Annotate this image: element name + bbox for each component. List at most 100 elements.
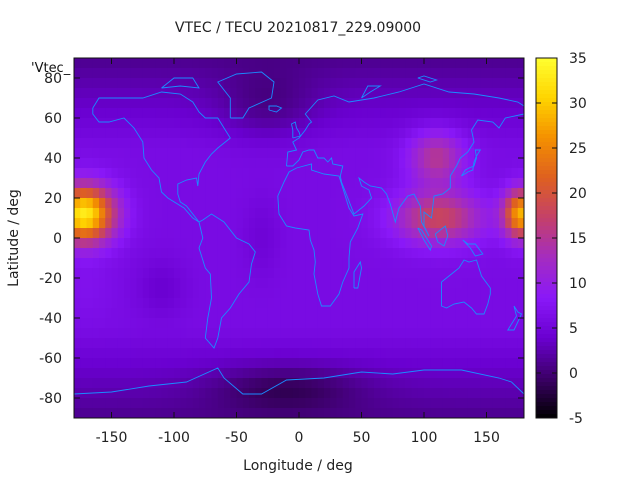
heatmap-cell <box>255 378 262 389</box>
heatmap-cell <box>336 268 344 279</box>
heatmap-cell <box>80 298 87 309</box>
heatmap-cell <box>249 128 256 139</box>
heatmap-cell <box>305 198 312 209</box>
heatmap-cell <box>224 88 231 99</box>
heatmap-cell <box>286 408 294 419</box>
heatmap-cell <box>461 388 469 399</box>
heatmap-cell <box>336 398 344 409</box>
heatmap-cell <box>380 348 387 359</box>
heatmap-cell <box>511 218 519 229</box>
heatmap-cell <box>74 128 81 139</box>
heatmap-cell <box>449 258 456 269</box>
heatmap-cell <box>311 78 319 89</box>
heatmap-cell <box>155 68 162 79</box>
heatmap-cell <box>111 128 119 139</box>
heatmap-cell <box>130 398 137 409</box>
heatmap-cell <box>167 408 175 419</box>
heatmap-cell <box>261 298 269 309</box>
heatmap-cell <box>192 268 200 279</box>
colorbar-cell <box>536 242 557 247</box>
heatmap-cell <box>449 408 456 419</box>
heatmap-cell <box>324 348 331 359</box>
heatmap-cell <box>130 58 137 69</box>
heatmap-cell <box>455 278 462 289</box>
heatmap-cell <box>142 218 150 229</box>
heatmap-cell <box>455 248 462 259</box>
heatmap-cell <box>430 118 437 129</box>
heatmap-cell <box>517 398 525 409</box>
heatmap-cell <box>217 298 225 309</box>
heatmap-cell <box>205 108 212 119</box>
heatmap-cell <box>374 228 381 239</box>
heatmap-cell <box>492 88 500 99</box>
heatmap-cell <box>361 268 369 279</box>
heatmap-cell <box>299 198 306 209</box>
heatmap-cell <box>299 308 306 319</box>
heatmap-cell <box>155 98 162 109</box>
heatmap-cell <box>92 158 100 169</box>
heatmap-cell <box>361 308 369 319</box>
coastline <box>506 305 523 331</box>
heatmap-cell <box>499 298 506 309</box>
heatmap-cell <box>292 378 300 389</box>
heatmap-cell <box>230 238 237 249</box>
heatmap-cell <box>86 398 94 409</box>
heatmap-cell <box>261 368 269 379</box>
heatmap-cell <box>417 258 425 269</box>
heatmap-cell <box>249 358 256 369</box>
heatmap-cell <box>399 178 406 189</box>
heatmap-cell <box>161 288 169 299</box>
heatmap-cell <box>92 108 100 119</box>
colorbar-cell <box>536 414 557 419</box>
heatmap-cell <box>411 88 419 99</box>
colorbar-cell <box>536 342 557 347</box>
heatmap-cell <box>311 368 319 379</box>
heatmap-cell <box>505 268 512 279</box>
heatmap-cell <box>374 198 381 209</box>
colorbar-cell <box>536 278 557 283</box>
heatmap-cell <box>105 308 112 319</box>
heatmap-cell <box>367 368 375 379</box>
heatmap-cell <box>224 368 231 379</box>
heatmap-cell <box>442 188 450 199</box>
heatmap-cell <box>374 238 381 249</box>
heatmap-cell <box>486 78 494 89</box>
heatmap-cell <box>349 108 356 119</box>
heatmap-cell <box>117 178 125 189</box>
heatmap-cell <box>305 208 312 219</box>
heatmap-cell <box>405 268 412 279</box>
heatmap-cell <box>236 118 244 129</box>
heatmap-cell <box>336 408 344 419</box>
heatmap-cell <box>374 338 381 349</box>
heatmap-cell <box>380 288 387 299</box>
heatmap-cell <box>236 328 244 339</box>
heatmap-cell <box>280 218 287 229</box>
heatmap-cell <box>511 368 519 379</box>
heatmap-cell <box>386 368 394 379</box>
heatmap-cell <box>142 298 150 309</box>
heatmap-cell <box>330 278 337 289</box>
heatmap-cell <box>361 98 369 109</box>
heatmap-cell <box>330 168 337 179</box>
heatmap-cell <box>236 248 244 259</box>
heatmap-cell <box>111 368 119 379</box>
heatmap-cell <box>342 268 350 279</box>
heatmap-cell <box>255 188 262 199</box>
heatmap-cell <box>405 158 412 169</box>
heatmap-cell <box>342 388 350 399</box>
heatmap-cell <box>355 308 362 319</box>
heatmap-cell <box>311 378 319 389</box>
heatmap-cell <box>192 248 200 259</box>
heatmap-cell <box>511 178 519 189</box>
heatmap-cell <box>361 338 369 349</box>
heatmap-cell <box>386 88 394 99</box>
heatmap-cell <box>430 268 437 279</box>
heatmap-cell <box>105 118 112 129</box>
heatmap-cell <box>267 168 275 179</box>
heatmap-cell <box>255 158 262 169</box>
heatmap-cell <box>405 138 412 149</box>
heatmap-cell <box>461 128 469 139</box>
heatmap-cell <box>455 288 462 299</box>
colorbar-cell <box>536 298 557 303</box>
heatmap-cell <box>324 78 331 89</box>
